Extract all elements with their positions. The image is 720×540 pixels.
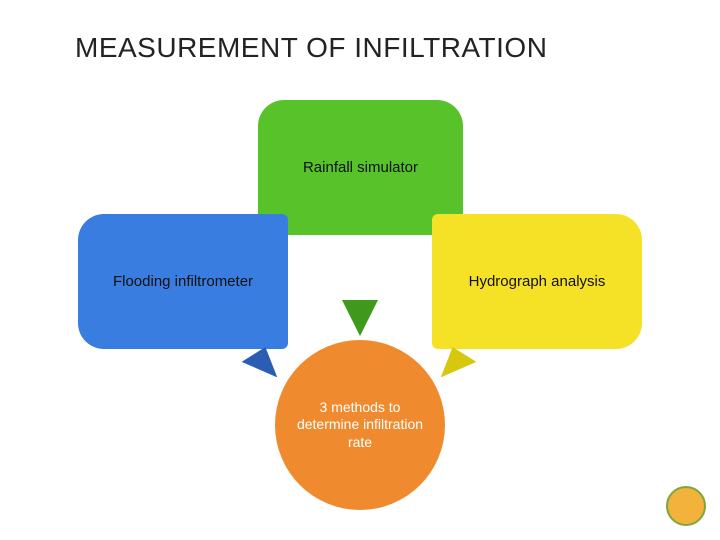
decor-corner-circle-icon — [666, 486, 706, 526]
node-hydrograph-analysis: Hydrograph analysis — [432, 214, 642, 349]
arrow-from-right-icon — [436, 347, 477, 389]
slide: MEASUREMENT OF INFILTRATION Rainfall sim… — [0, 0, 720, 540]
node-label: Flooding infiltrometer — [113, 273, 253, 290]
arrow-from-top-icon — [342, 300, 378, 336]
node-flooding-infiltrometer: Flooding infiltrometer — [78, 214, 288, 349]
node-label: 3 methods to determine infiltration rate — [289, 399, 431, 452]
arrow-from-left-icon — [242, 347, 283, 389]
node-rainfall-simulator: Rainfall simulator — [258, 100, 463, 235]
page-title: MEASUREMENT OF INFILTRATION — [75, 32, 547, 64]
node-label: Hydrograph analysis — [469, 273, 606, 290]
node-center-summary: 3 methods to determine infiltration rate — [275, 340, 445, 510]
node-label: Rainfall simulator — [303, 159, 418, 176]
